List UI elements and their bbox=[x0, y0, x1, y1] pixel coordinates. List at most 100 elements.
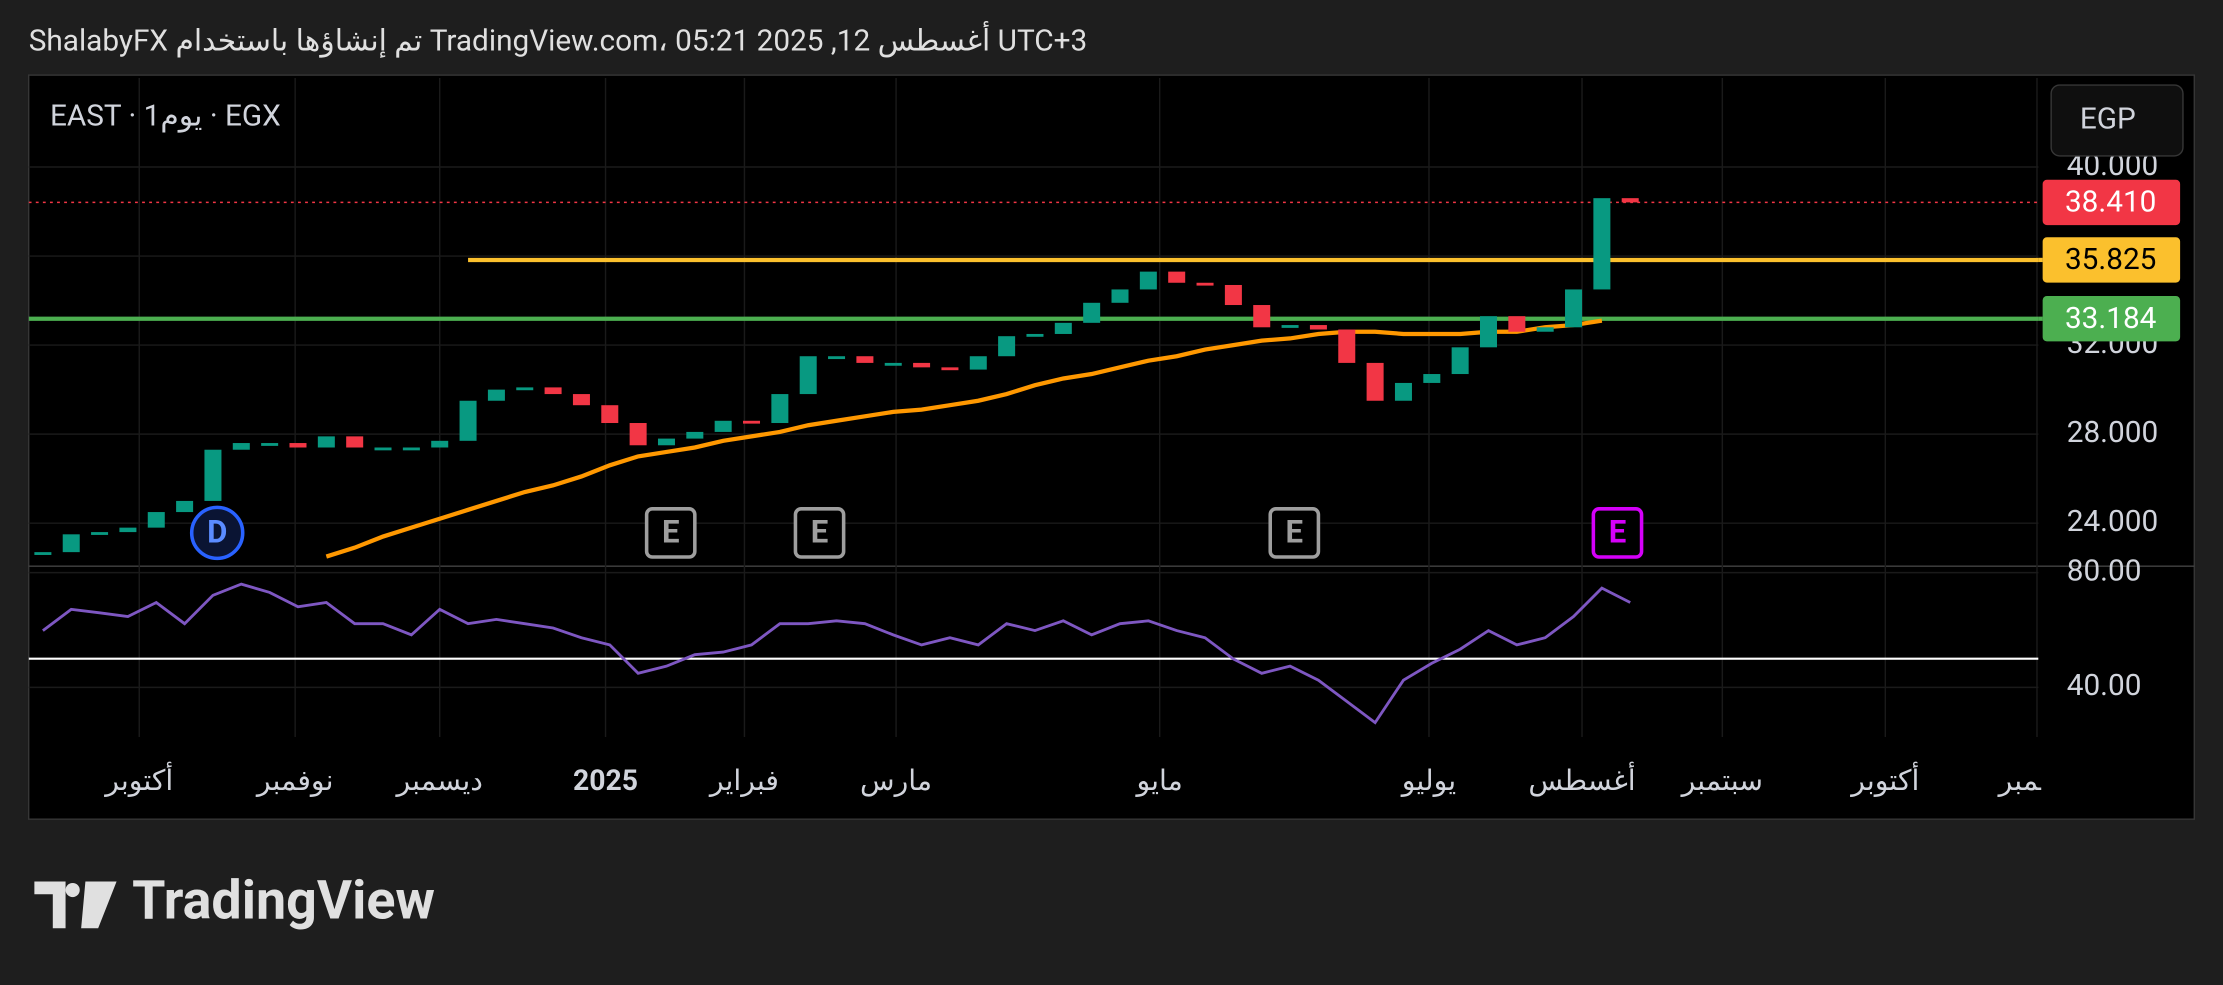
candle bbox=[346, 436, 364, 448]
event-marker bbox=[793, 507, 846, 559]
x-tick-label: أكتوبر bbox=[103, 761, 173, 797]
rsi-pane bbox=[28, 582, 2039, 725]
x-tick-label: 2025 bbox=[573, 764, 638, 797]
candle bbox=[601, 405, 619, 424]
level-label-box bbox=[2042, 237, 2181, 283]
x-tick-label: سبتمبر bbox=[1680, 764, 1763, 797]
event-label: E bbox=[1286, 514, 1304, 551]
candle bbox=[289, 443, 307, 448]
candle bbox=[1168, 271, 1186, 283]
x-tick-label: فبراير bbox=[708, 764, 779, 797]
candle bbox=[516, 387, 534, 391]
candle bbox=[374, 447, 392, 451]
candle bbox=[743, 420, 761, 424]
candle bbox=[856, 356, 874, 363]
candle bbox=[34, 552, 52, 555]
candle bbox=[1536, 327, 1554, 332]
candle bbox=[1508, 316, 1526, 332]
candle bbox=[1281, 325, 1299, 328]
event-label: E bbox=[811, 514, 829, 551]
candle bbox=[1054, 322, 1072, 334]
candle bbox=[828, 356, 846, 360]
grid bbox=[28, 77, 2039, 737]
event-label: E bbox=[1609, 514, 1627, 551]
candle bbox=[91, 532, 109, 535]
candle bbox=[1423, 374, 1441, 383]
candle bbox=[1366, 362, 1384, 401]
level-label-box bbox=[2042, 179, 2181, 226]
candle bbox=[402, 447, 420, 451]
candle bbox=[1394, 382, 1412, 401]
candle bbox=[176, 500, 194, 513]
caption: ShalabyFX تم إنشاؤها باستخدام TradingVie… bbox=[29, 19, 1088, 58]
candle bbox=[317, 436, 335, 448]
candle bbox=[119, 527, 137, 533]
candle bbox=[261, 443, 279, 446]
level-label: 38.410 bbox=[2065, 185, 2156, 220]
candle bbox=[544, 387, 562, 395]
candle bbox=[1309, 325, 1327, 330]
event-marker bbox=[1591, 507, 1644, 559]
moving-average bbox=[325, 318, 1603, 559]
level-label-box bbox=[2042, 296, 2181, 342]
x-tick-label: أغسطس bbox=[1528, 761, 1635, 797]
x-tick-label: يوليو bbox=[1400, 764, 1456, 797]
candle bbox=[1451, 347, 1469, 375]
x-axis: أكتوبر نوفمبر ديسمبر 2025 فبراير مارس مايو يولي… bbox=[103, 761, 2076, 797]
logo: TradingView bbox=[34, 869, 435, 932]
candle bbox=[232, 443, 250, 450]
candle bbox=[657, 438, 675, 446]
symbol: EAST · 1يوم · EGX bbox=[50, 98, 281, 133]
y-tick-label: 24.000 bbox=[2067, 504, 2158, 539]
candle bbox=[998, 336, 1016, 357]
candle bbox=[1565, 289, 1583, 328]
candle bbox=[572, 394, 590, 406]
y-tick-label: 28.000 bbox=[2067, 415, 2158, 450]
currency[interactable]: EGP bbox=[2080, 101, 2136, 136]
candle bbox=[714, 420, 732, 432]
candle bbox=[459, 400, 477, 441]
candle bbox=[487, 389, 505, 401]
candle bbox=[884, 362, 902, 366]
level-label: 33.184 bbox=[2065, 301, 2157, 336]
event-marker bbox=[1268, 507, 1321, 559]
event-marker bbox=[644, 507, 697, 559]
x-tick-label: أكتوبر bbox=[1849, 761, 1919, 797]
candle bbox=[1593, 198, 1611, 290]
candle bbox=[1026, 333, 1044, 337]
event-label: E bbox=[662, 514, 680, 551]
candle bbox=[1224, 284, 1242, 306]
candle bbox=[147, 512, 165, 528]
candle bbox=[62, 534, 80, 553]
candle bbox=[204, 449, 222, 501]
event-label: D bbox=[207, 514, 227, 551]
currency-button[interactable] bbox=[2050, 84, 2184, 157]
candle bbox=[629, 423, 647, 446]
level-label: 35.825 bbox=[2065, 242, 2156, 277]
candle bbox=[686, 431, 704, 439]
y-tick-label: 80.00 bbox=[2067, 554, 2142, 589]
candle bbox=[913, 362, 931, 368]
logo-icon bbox=[34, 881, 117, 929]
logo-dot bbox=[65, 882, 80, 898]
x-tick-label: ديسمبر bbox=[395, 764, 483, 797]
y-tick-label: 40.00 bbox=[2067, 668, 2142, 703]
rsi-line bbox=[42, 582, 1631, 725]
candle bbox=[969, 356, 987, 370]
x-tick-label: نوفمبر bbox=[255, 764, 334, 797]
candle bbox=[1139, 271, 1157, 290]
candle bbox=[1253, 305, 1271, 328]
candle bbox=[1621, 198, 1639, 203]
chart-area bbox=[28, 74, 2195, 820]
brand: TradingView bbox=[132, 869, 435, 932]
candle bbox=[431, 440, 449, 448]
x-tick-label: مايو bbox=[1135, 764, 1183, 797]
event-marker bbox=[189, 505, 245, 561]
x-tick-label: نوفمبر bbox=[1997, 764, 2076, 797]
candle bbox=[1111, 289, 1129, 303]
candle bbox=[941, 367, 959, 371]
candle bbox=[1196, 282, 1214, 286]
